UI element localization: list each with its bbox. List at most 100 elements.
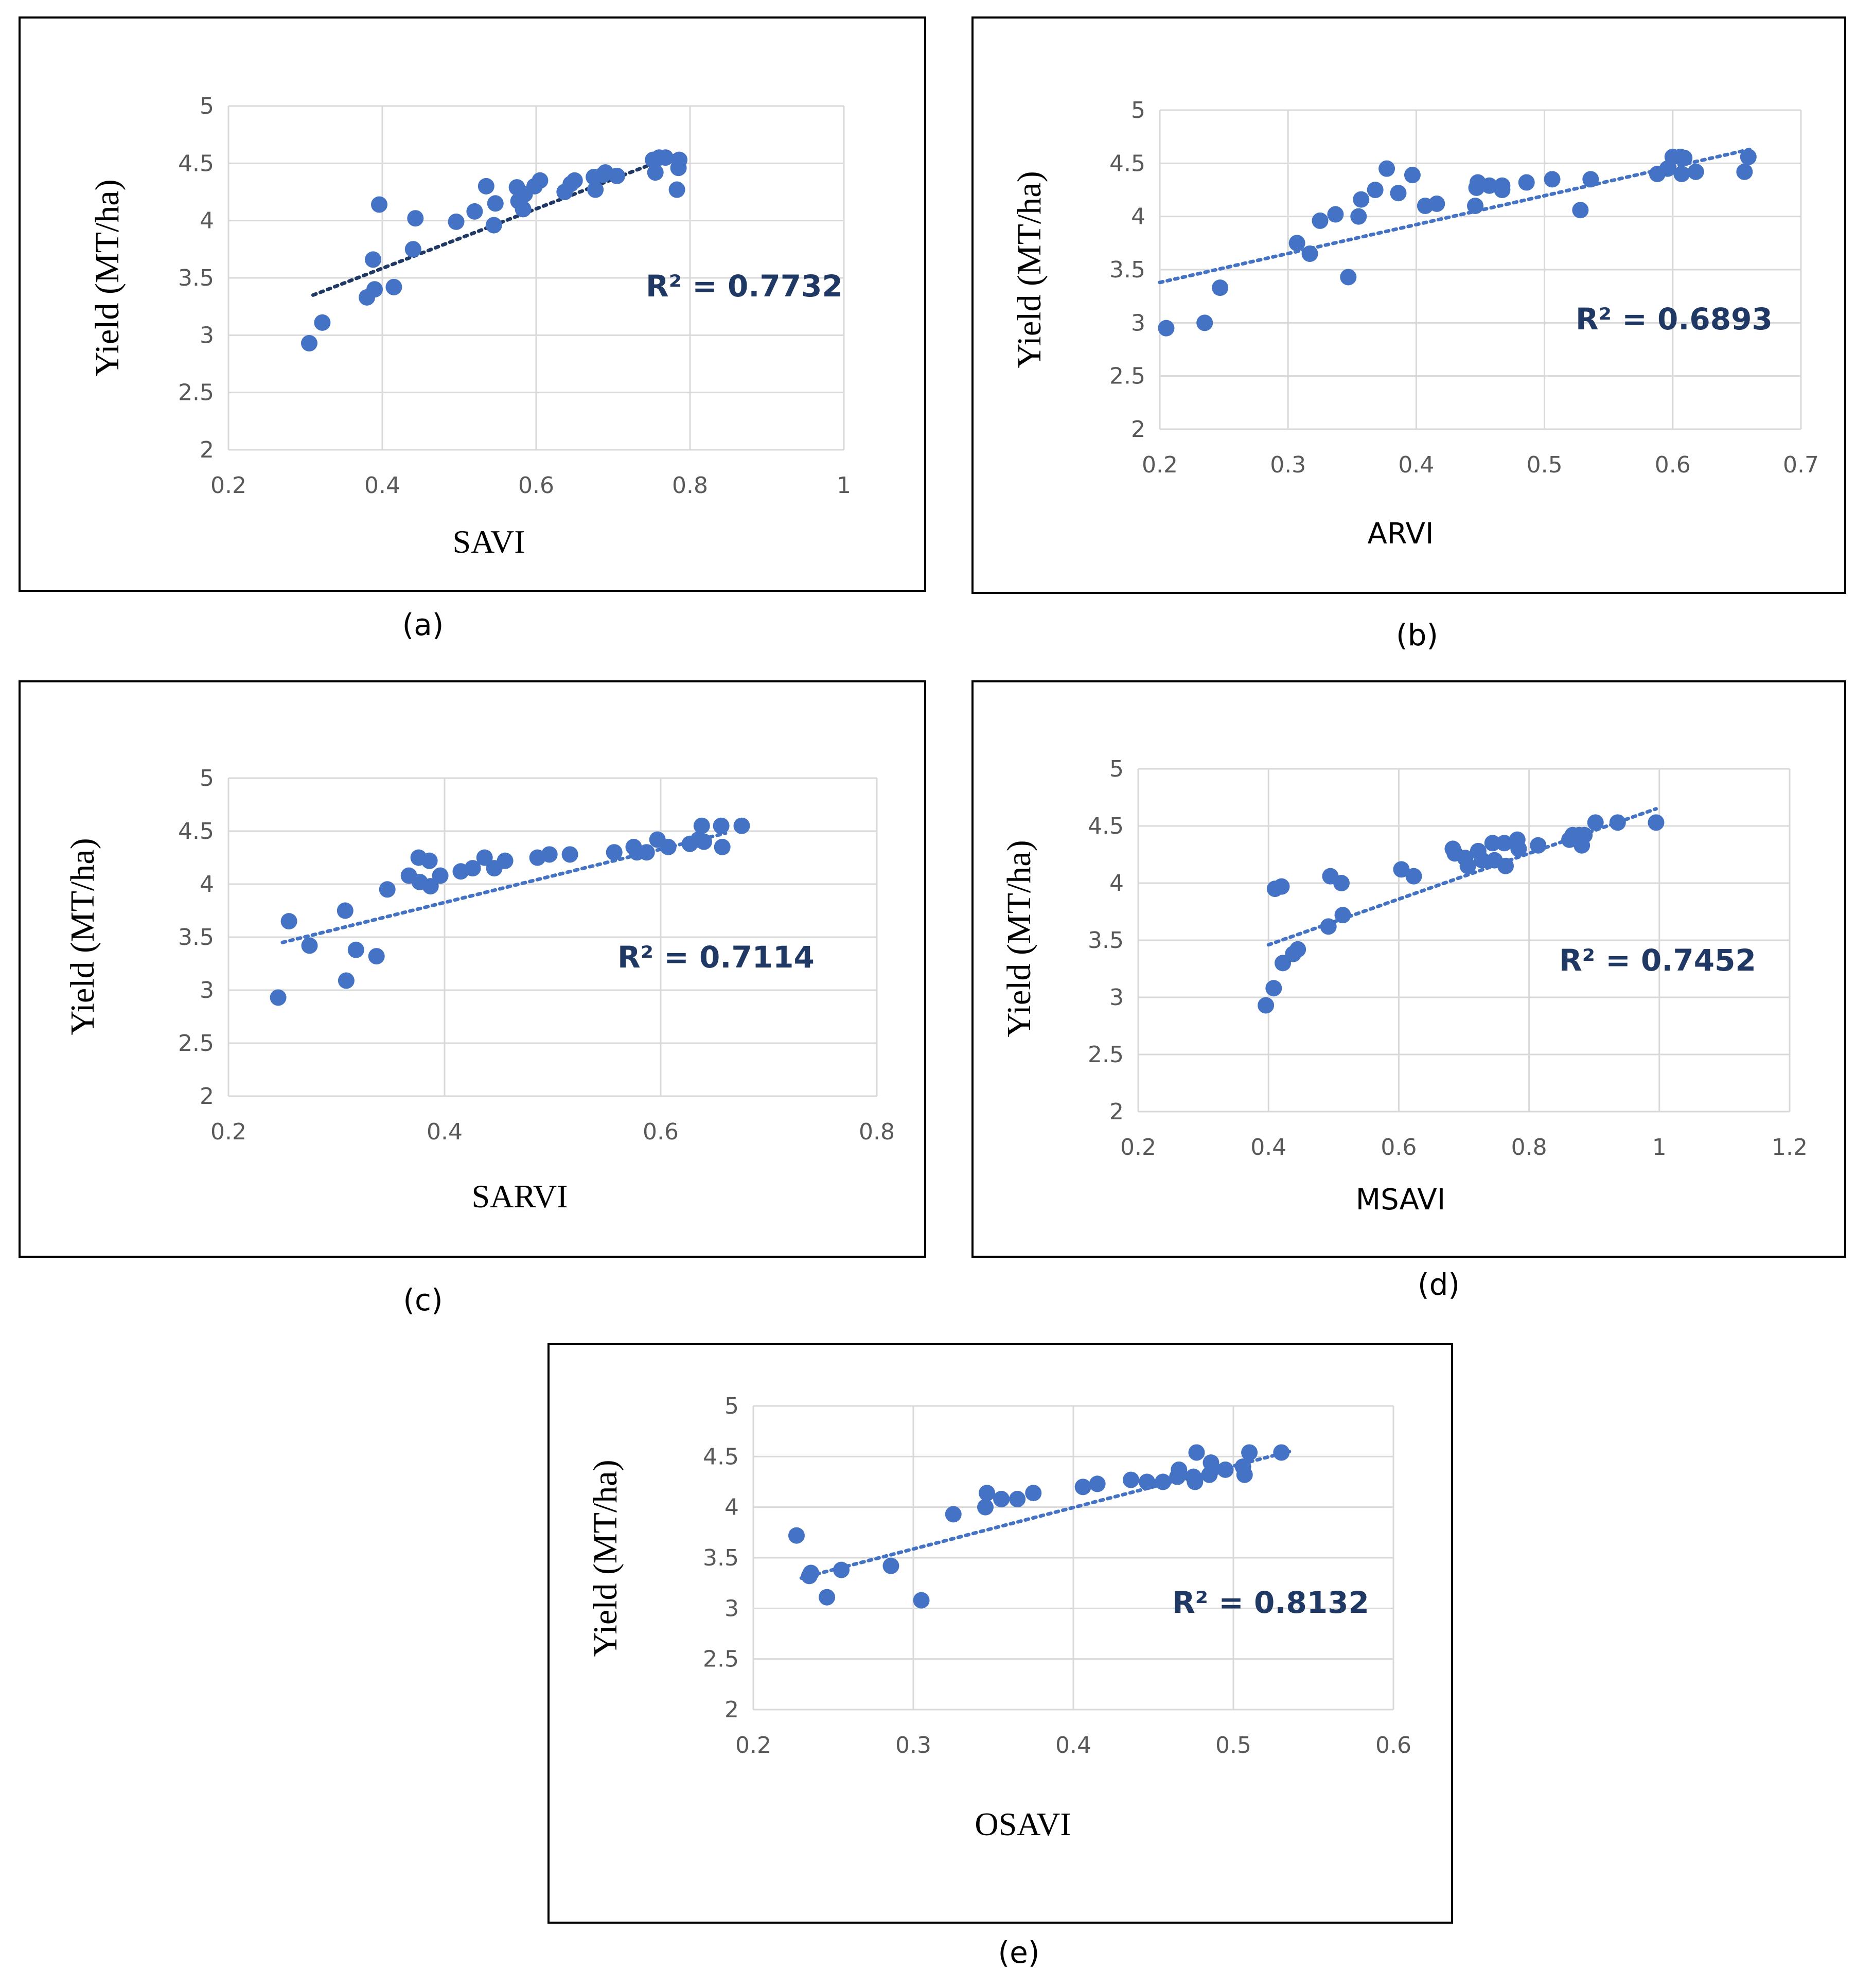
data-point [371, 196, 388, 213]
y-tick-label: 4.5 [178, 818, 214, 845]
data-point [714, 838, 731, 855]
data-point [448, 213, 465, 230]
x-tick-label: 0.2 [1142, 452, 1178, 478]
trendline [280, 831, 728, 944]
data-point [566, 172, 583, 189]
data-point [314, 314, 331, 331]
data-point [638, 844, 655, 861]
x-tick-label: 0.6 [1375, 1732, 1411, 1758]
data-point [365, 251, 382, 268]
x-tick-label: 0.2 [1120, 1134, 1156, 1160]
data-point [1582, 171, 1599, 188]
chart-panel-c: 2 2.5 3 3.5 4 4.5 5 0.2 0.4 0.6 0.8 R² = 0.7114 Yiel… [19, 680, 926, 1258]
data-point [1405, 868, 1422, 885]
chart-panel-e: 2 2.5 3 3.5 4 4.5 5 0.2 0.3 0.4 0.5 0.6 R² = 0.8132 Y… [547, 1343, 1453, 1924]
data-point [301, 937, 318, 954]
y-tick-label: 3.5 [178, 924, 214, 951]
data-point [422, 878, 439, 895]
y-tick-label: 4.5 [1109, 150, 1145, 177]
data-point [1025, 1485, 1042, 1502]
data-point [1572, 202, 1589, 219]
x-tick-label: 0.4 [1055, 1732, 1091, 1758]
data-point [1217, 1461, 1234, 1478]
data-point [1367, 182, 1384, 198]
data-point [1576, 826, 1593, 843]
data-point [1074, 1479, 1091, 1496]
data-point [1481, 177, 1498, 194]
x-tick-label: 0.8 [672, 472, 708, 499]
data-point [993, 1490, 1010, 1507]
data-point [515, 201, 532, 218]
data-point [1687, 163, 1704, 180]
x-tick-label: 0.6 [1381, 1134, 1417, 1160]
data-point [1333, 875, 1350, 891]
y-tick-label: 2 [1109, 1099, 1124, 1125]
data-point [366, 281, 383, 298]
r-squared-label: R² = 0.7452 [1559, 943, 1756, 978]
x-tick-label: 0.4 [1250, 1134, 1286, 1160]
data-point [788, 1527, 805, 1544]
y-tick-label: 2.5 [178, 380, 214, 406]
data-point [1474, 852, 1491, 869]
data-point [300, 335, 317, 351]
data-point [432, 867, 449, 884]
data-point [1327, 206, 1344, 223]
data-point [1496, 835, 1513, 852]
data-point [347, 941, 364, 958]
data-point [1258, 997, 1275, 1014]
data-point [1350, 208, 1367, 225]
y-tick-label: 3 [200, 977, 214, 1004]
data-point [693, 817, 710, 834]
data-point [1467, 198, 1484, 214]
scatter-chart-e: 2 2.5 3 3.5 4 4.5 5 0.2 0.3 0.4 0.5 0.6 R² = 0.8132 Y… [587, 1393, 1411, 1842]
y-tick-label: 2.5 [178, 1030, 214, 1057]
data-point [1353, 191, 1370, 208]
data-point [1497, 857, 1514, 874]
data-point [819, 1589, 836, 1606]
y-tick-label: 5 [724, 1393, 739, 1419]
y-tick-label: 2 [200, 437, 214, 463]
data-point [1484, 835, 1501, 852]
data-point [337, 902, 353, 919]
y-tick-label: 3 [1109, 984, 1124, 1011]
y-tick-label: 2.5 [1109, 363, 1145, 390]
data-point [532, 172, 549, 189]
x-tick-label: 0.8 [859, 1119, 895, 1145]
data-point [1530, 837, 1547, 854]
data-point [1265, 980, 1282, 997]
y-tick-label: 3 [200, 322, 214, 348]
caption-b: (b) [1395, 618, 1439, 653]
data-point [385, 278, 402, 295]
data-point [478, 178, 494, 195]
data-point [541, 846, 558, 863]
data-point [466, 203, 483, 220]
x-axis-label: OSAVI [975, 1806, 1071, 1842]
data-point [1404, 167, 1421, 184]
y-tick-label: 3.5 [703, 1545, 739, 1571]
data-point [1544, 171, 1561, 188]
data-point [945, 1506, 962, 1523]
x-axis-label: SAVI [452, 523, 525, 560]
data-point [979, 1485, 996, 1502]
x-tick-label: 0.2 [210, 472, 246, 499]
y-tick-label: 3 [1131, 310, 1145, 336]
data-point [1648, 814, 1665, 831]
data-point [1673, 166, 1690, 182]
x-tick-label: 0.5 [1527, 452, 1563, 478]
x-axis-label: MSAVI [1356, 1183, 1445, 1217]
caption-c: (c) [403, 1282, 443, 1317]
data-point [668, 181, 685, 198]
data-point [647, 164, 664, 181]
data-point [421, 852, 438, 869]
y-tick-label: 4.5 [178, 150, 214, 177]
y-tick-label: 3.5 [178, 265, 214, 291]
y-tick-label: 3.5 [1109, 257, 1145, 283]
data-point [407, 210, 424, 227]
data-point [1236, 1466, 1253, 1483]
x-tick-label: 0.4 [364, 472, 400, 499]
x-tick-label: 1 [837, 472, 851, 499]
data-point [1204, 1460, 1221, 1477]
data-point [1676, 150, 1693, 166]
y-tick-label: 4 [200, 871, 214, 898]
data-point [1155, 1473, 1172, 1490]
